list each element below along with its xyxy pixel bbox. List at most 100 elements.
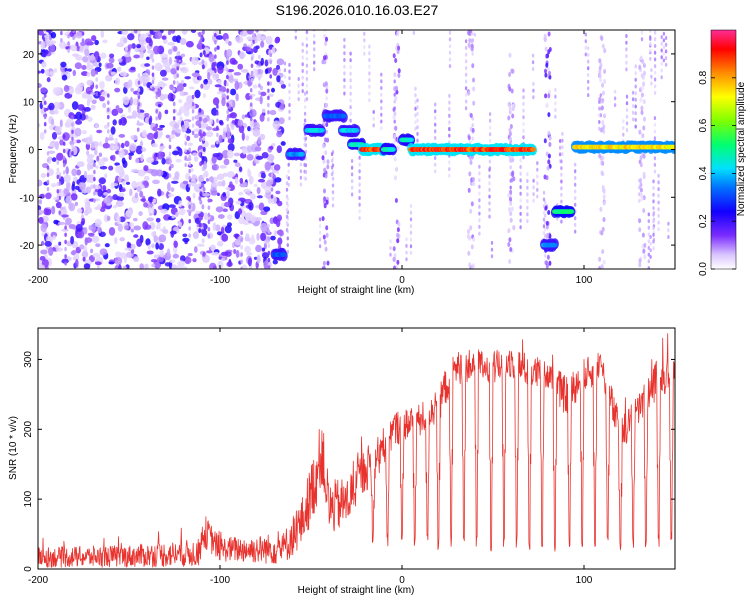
heatmap-cell [208, 53, 215, 63]
heatmap-cell [202, 192, 211, 197]
heatmap-cell [123, 53, 131, 58]
heatmap-cell [652, 212, 655, 217]
heatmap-cell [155, 94, 158, 100]
heatmap-cell [38, 259, 42, 266]
heatmap-cell [649, 56, 652, 61]
heatmap-cell [217, 240, 224, 247]
heatmap-cell [507, 115, 511, 121]
heatmap-cell [198, 116, 202, 122]
heatmap-cell [164, 262, 171, 267]
heatmap-cell [188, 176, 191, 181]
heatmap-cell [84, 48, 90, 57]
heatmap-cell [73, 34, 77, 39]
heatmap-cell [343, 51, 346, 56]
heatmap-cell [560, 199, 563, 204]
heatmap-cell [55, 247, 63, 252]
heatmap-cell [82, 2, 85, 6]
heatmap-cell [285, 214, 289, 219]
heatmap-cell [509, 196, 512, 202]
heatmap-cell [304, 143, 308, 148]
heatmap-cell [241, 114, 246, 120]
heatmap-cell [389, 252, 392, 257]
heatmap-cell [598, 153, 602, 159]
heatmap-cell [90, 248, 94, 254]
heatmap-cell [202, 93, 206, 99]
heatmap-cell [152, 198, 157, 204]
heatmap-cell [349, 91, 352, 96]
heatmap-cell [62, 163, 66, 168]
heatmap-cell [587, 66, 590, 71]
heatmap-cell [142, 78, 150, 84]
heatmap-cell [488, 112, 492, 117]
heatmap-cell [205, 131, 214, 138]
heatmap-cell [358, 209, 361, 214]
heatmap-cell [601, 249, 605, 255]
heatmap-cell [60, 2, 63, 6]
heatmap-cell [634, 71, 637, 76]
heatmap-cell [324, 102, 328, 108]
heatmap-cell [511, 113, 515, 119]
heatmap-cell [43, 114, 47, 120]
heatmap-cell [305, 63, 309, 68]
heatmap-cell [124, 174, 129, 183]
heatmap-cell [267, 95, 270, 101]
heatmap-cell [182, 83, 187, 87]
heatmap-cell [368, 91, 371, 96]
heatmap-cell [221, 257, 226, 262]
heatmap-cell [193, 156, 199, 162]
heatmap-cell [240, 230, 243, 236]
heatmap-cell [114, 237, 118, 245]
heatmap-cell [547, 153, 551, 159]
heatmap-cell [249, 95, 253, 100]
heatmap-cell [634, 77, 637, 82]
heatmap-cell [56, 189, 60, 194]
heatmap-cell [216, 125, 219, 130]
heatmap-cell [99, 95, 105, 102]
heatmap-cell [129, 222, 135, 228]
heatmap-cell [468, 38, 472, 43]
heatmap-cell [67, 48, 70, 53]
heatmap-cell [176, 87, 179, 93]
heatmap-cell [93, 149, 98, 156]
heatmap-cell [206, 250, 213, 254]
heatmap-cell [162, 62, 171, 68]
heatmap-cell [256, 33, 262, 42]
heatmap-cell [508, 131, 512, 137]
heatmap-cell [507, 101, 511, 107]
heatmap-cell [657, 220, 660, 225]
heatmap-cell [301, 69, 304, 73]
heatmap-cell [184, 162, 187, 168]
heatmap-cell [519, 185, 522, 190]
heatmap-cell [301, 82, 304, 87]
snr-y-tick-label: 100 [23, 490, 34, 507]
spectrogram-y-tick-label: 10 [23, 98, 35, 109]
heatmap-cell [192, 258, 197, 263]
heatmap-cell [146, 132, 155, 141]
heatmap-cell [294, 30, 297, 33]
heatmap-cell [536, 167, 539, 172]
heatmap-cell [216, 104, 219, 109]
heatmap-cell [313, 47, 316, 52]
heatmap-cell [405, 257, 408, 262]
heatmap-cell [202, 131, 206, 137]
heatmap-cell [159, 83, 168, 87]
heatmap-cell [640, 110, 644, 115]
heatmap-cell [587, 46, 590, 51]
heatmap-cell [649, 30, 652, 33]
heatmap-cell [638, 227, 642, 233]
heatmap-cell [105, 62, 114, 69]
heatmap-cell [283, 61, 287, 66]
heatmap-cell [216, 118, 219, 123]
heatmap-cell [94, 39, 99, 46]
heatmap-cell [584, 39, 587, 44]
heatmap-cell [343, 37, 346, 42]
heatmap-cell [288, 69, 291, 74]
heatmap-cell [233, 71, 242, 76]
heatmap-cell [46, 187, 50, 192]
heatmap-cell [653, 30, 657, 35]
heatmap-cell [288, 76, 291, 81]
heatmap-cell [663, 25, 665, 29]
heatmap-cell [273, 164, 281, 171]
heatmap-cell [507, 192, 511, 198]
heatmap-cell [519, 191, 522, 196]
